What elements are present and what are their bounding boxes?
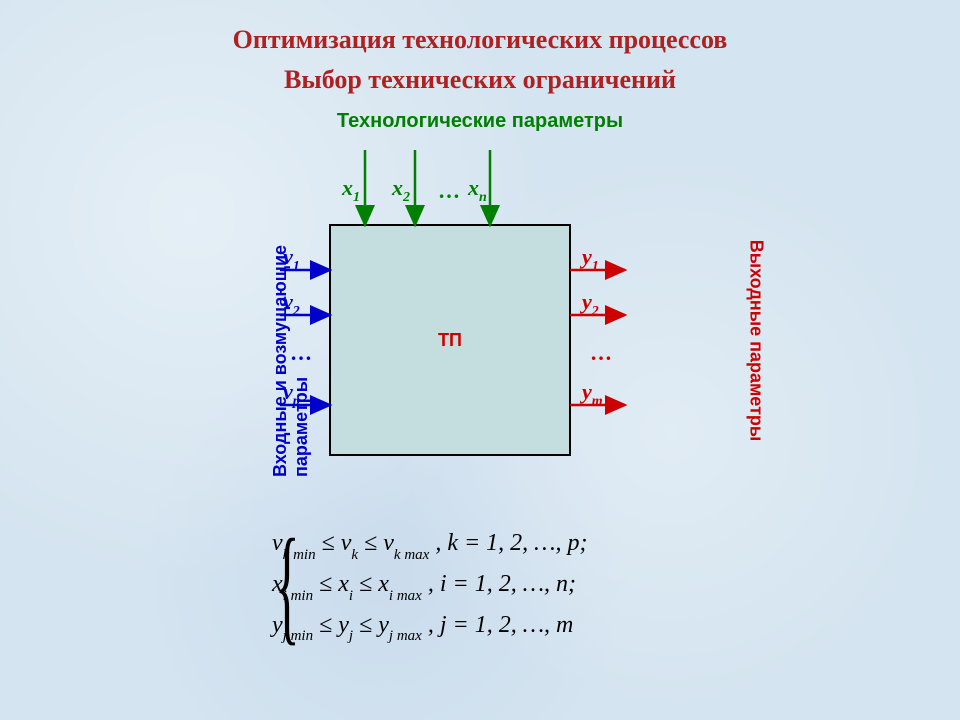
svg-text:x2: x2 — [391, 175, 410, 205]
svg-text:x1: x1 — [341, 175, 360, 205]
formula-block: vk min ≤ vk ≤ vk max , k = 1, 2, …, p; x… — [272, 520, 588, 652]
formula-line-1: vk min ≤ vk ≤ vk max , k = 1, 2, …, p; — [272, 530, 588, 561]
y-arrows-group: y1y2ym… — [570, 244, 625, 409]
v-arrows-group: v1v2vp… — [280, 244, 330, 409]
x-arrows-group: x1 x2 xn … — [341, 150, 490, 225]
svg-text:…: … — [438, 178, 460, 203]
formula-line-2: xi min ≤ xi ≤ xi max , i = 1, 2, …, n; — [272, 571, 588, 602]
svg-text:…: … — [290, 340, 312, 365]
formula-line-3: yj min ≤ yj ≤ yj max , j = 1, 2, …, m — [272, 612, 588, 643]
svg-text:…: … — [590, 340, 612, 365]
svg-text:xn: xn — [467, 175, 487, 205]
diagram-svg: ТП x1 x2 xn … v1v2vp… y1y2ym… — [0, 0, 960, 520]
tp-box-label: ТП — [438, 330, 462, 350]
